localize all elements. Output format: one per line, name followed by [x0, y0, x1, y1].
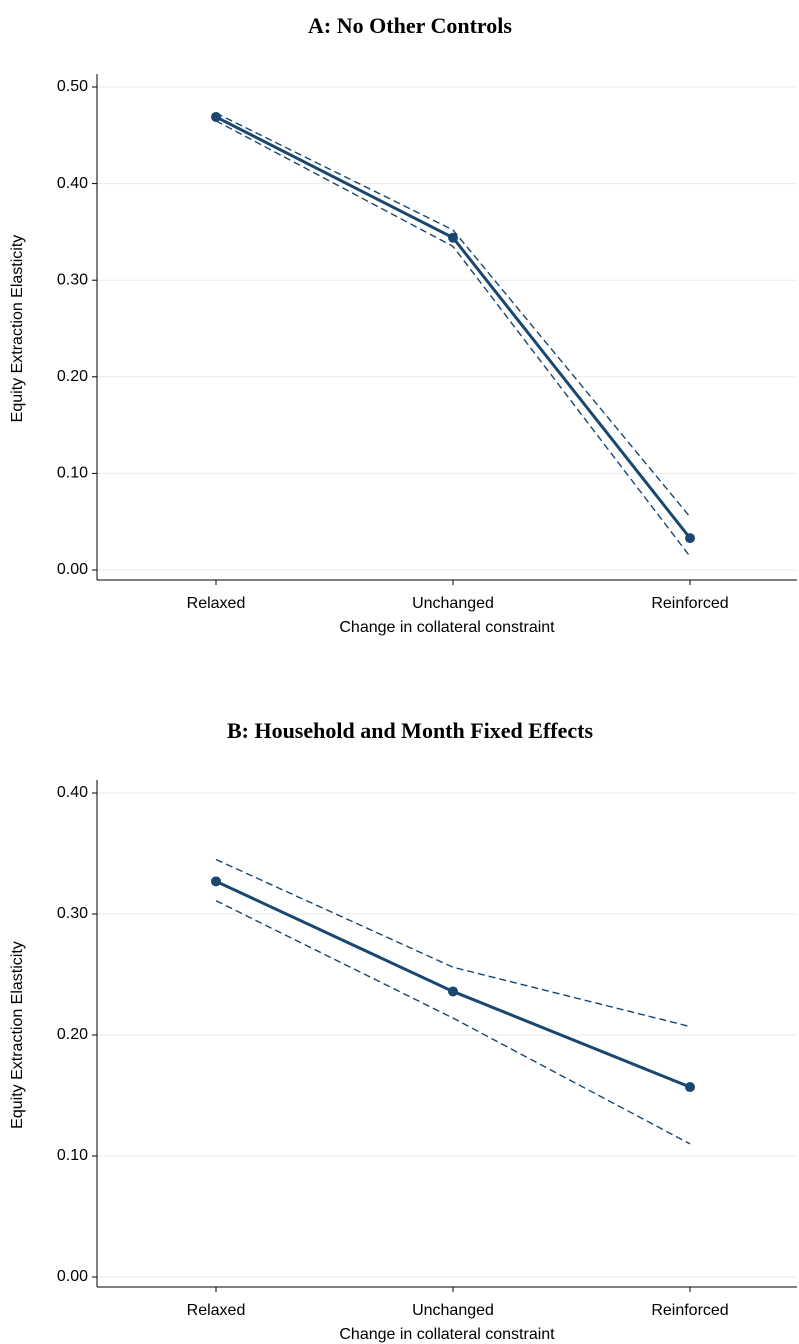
x-tick-label: Reinforced — [651, 595, 728, 612]
point — [448, 232, 458, 243]
line-series — [215, 879, 691, 1089]
line-series — [215, 858, 691, 1028]
y-tick-label: 0.30 — [57, 905, 88, 922]
x-tick-label: Unchanged — [412, 595, 494, 612]
y-tick-label: 0.00 — [57, 1268, 88, 1285]
y-tick-label: 0.10 — [57, 465, 88, 482]
line-series — [215, 900, 691, 1145]
line-series — [215, 120, 691, 557]
y-tick-label: 0.00 — [57, 561, 88, 578]
line-series — [215, 115, 692, 540]
x-tick-label: Unchanged — [412, 1302, 494, 1319]
y-tick-label: 0.30 — [57, 271, 88, 288]
chart-title: A: No Other Controls — [308, 13, 512, 38]
point — [685, 1082, 695, 1093]
y-tick-label: 0.50 — [57, 78, 88, 95]
x-tick-label: Reinforced — [651, 1302, 728, 1319]
y-axis-label: Equity Extraction Elasticity — [9, 235, 26, 423]
line-series — [215, 112, 691, 518]
x-tick-label: Relaxed — [187, 595, 246, 612]
y-tick-label: 0.10 — [57, 1147, 88, 1164]
y-axis-label: Equity Extraction Elasticity — [9, 941, 26, 1129]
y-tick-label: 0.40 — [57, 175, 88, 192]
point — [685, 533, 695, 544]
x-axis-label: Change in collateral constraint — [339, 619, 555, 636]
x-axis-label: Change in collateral constraint — [339, 1326, 555, 1343]
y-tick-label: 0.20 — [57, 368, 88, 385]
y-tick-label: 0.40 — [57, 784, 88, 801]
point — [448, 986, 458, 997]
y-tick-label: 0.20 — [57, 1026, 88, 1043]
x-tick-label: Relaxed — [187, 1302, 246, 1319]
point — [211, 876, 221, 887]
chart-title: B: Household and Month Fixed Effects — [227, 718, 594, 743]
